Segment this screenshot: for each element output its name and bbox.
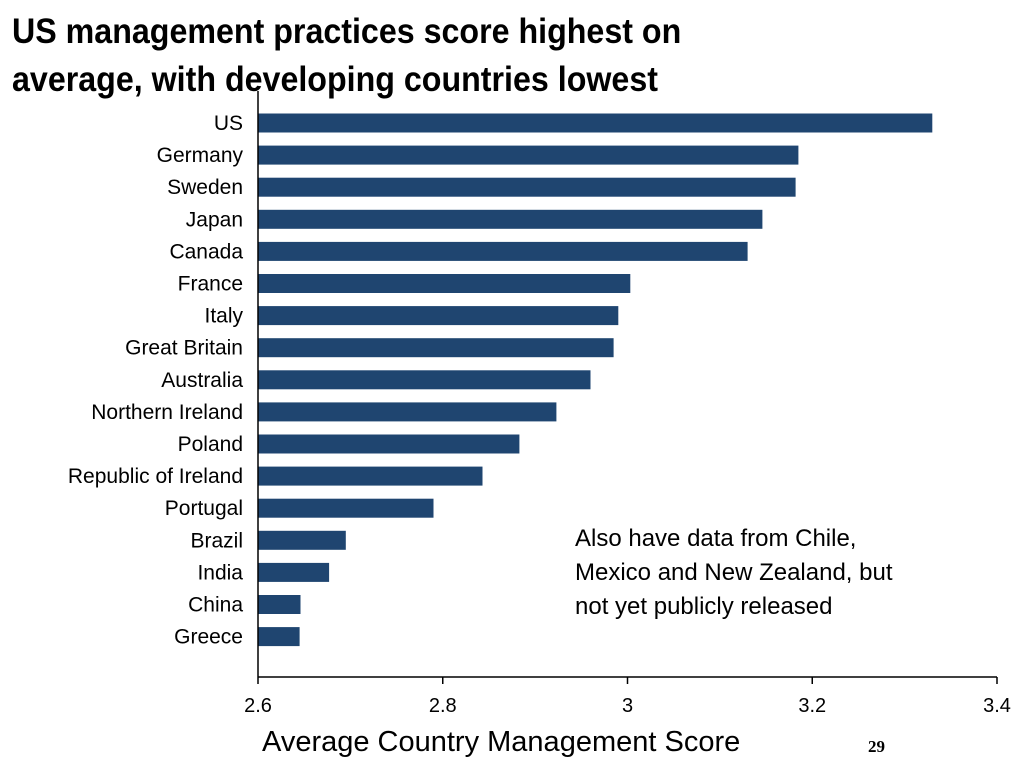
chart-title: US management practices score highest on… [12,8,932,104]
annotation-line-2: Mexico and New Zealand, but [575,559,893,586]
category-label: Sweden [167,176,243,199]
category-label: Greece [174,626,243,649]
bar-sweden [258,177,796,197]
category-label: Republic of Ireland [68,465,243,488]
bar-japan [258,209,763,229]
category-label: Great Britain [125,337,243,360]
bar-poland [258,434,520,454]
category-label: Italy [204,305,243,328]
category-label: Northern Ireland [91,401,243,424]
x-tick-label: 3 [622,695,633,717]
bar-portugal [258,498,434,518]
category-label: Portugal [165,497,243,520]
bar-greece [258,627,300,647]
bar-brazil [258,530,346,550]
page-number: 29 [868,737,885,756]
category-label: China [188,594,243,617]
x-tick-label: 3.4 [983,695,1011,717]
category-label: US [214,112,243,135]
bar-india [258,562,330,582]
category-label: France [178,273,243,296]
bar-republic-of-ireland [258,466,483,486]
bar-china [258,595,301,614]
chart-title-line-1: US management practices score highest on [12,12,682,51]
bar-northern-ireland [258,402,557,422]
bar-italy [258,306,619,326]
bar-france [258,274,631,293]
chart-title-line-2: average, with developing countries lowes… [12,60,658,99]
x-tick-label: 3.2 [798,695,826,717]
annotation-line-1: Also have data from Chile, [575,525,857,552]
bar-germany [258,145,799,165]
x-tick-label: 2.6 [244,695,272,717]
bar-canada [258,241,748,261]
bar-us [258,113,933,133]
bar-great-britain [258,338,614,358]
annotation-line-3: not yet publicly released [575,593,833,620]
category-label: Japan [186,208,243,231]
x-axis-label: Average Country Management Score [262,726,741,758]
category-label: Brazil [190,529,243,552]
category-label: Germany [157,144,244,167]
category-label: Australia [161,369,243,392]
x-tick-label: 2.8 [429,695,457,717]
category-label: Poland [178,433,243,456]
category-label: India [197,561,243,584]
category-label: Canada [169,240,243,263]
bar-australia [258,370,591,390]
annotation-note: Also have data from Chile, Mexico and Ne… [575,522,975,624]
